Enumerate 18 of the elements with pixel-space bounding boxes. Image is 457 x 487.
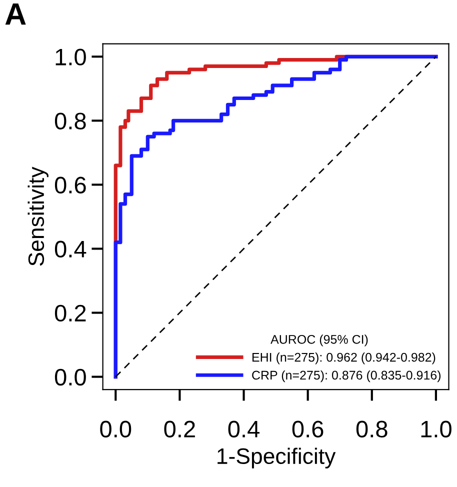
y-tick-label: 0.8	[54, 112, 86, 130]
legend-title: AUROC (95% CI)	[270, 334, 368, 346]
legend-label: EHI (n=275): 0.962 (0.942-0.982)	[252, 352, 436, 364]
x-tick-label: 0.6	[292, 420, 324, 438]
chart-title: A	[5, 4, 26, 25]
x-tick-label: 0.0	[100, 420, 132, 438]
x-tick-label: 0.4	[228, 420, 260, 438]
x-axis-title: 1-Specificity	[218, 448, 336, 468]
x-tick-label: 1.0	[421, 420, 452, 438]
y-tick-label: 0.4	[54, 240, 86, 258]
y-tick-label: 0.0	[54, 368, 86, 386]
y-axis-title: Sensitivity	[28, 166, 48, 266]
x-tick-label: 0.2	[164, 420, 195, 438]
y-tick-label: 0.2	[54, 304, 86, 322]
x-tick-label: 0.8	[356, 420, 388, 438]
y-tick-label: 0.6	[54, 176, 86, 194]
y-tick-label: 1.0	[56, 48, 86, 66]
legend-label: CRP (n=275): 0.876 (0.835-0.916)	[252, 370, 441, 382]
